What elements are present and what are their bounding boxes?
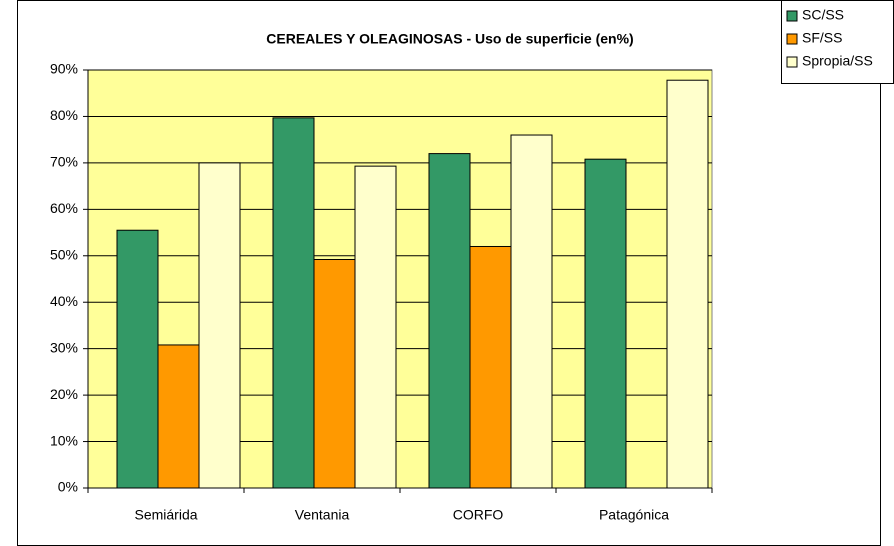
legend-label: Spropia/SS [802,53,873,69]
legend-swatch [786,10,798,22]
legend-label: SF/SS [802,30,842,46]
bar [313,258,356,489]
bar [510,134,553,489]
bar [469,245,512,489]
y-tick-label: 20% [50,386,78,402]
bar [198,162,241,489]
y-tick-label: 50% [50,246,78,262]
bar [584,158,627,489]
bar [354,165,397,489]
legend-swatch [786,56,798,68]
y-tick-label: 40% [50,293,78,309]
legend-swatch [786,33,798,45]
x-tick-label: CORFO [453,507,504,523]
bar [666,79,709,489]
bar [428,153,471,489]
bar [272,117,315,489]
x-tick-label: Ventania [295,507,350,523]
chart-title: CEREALES Y OLEAGINOSAS - Uso de superfic… [266,31,633,47]
y-tick-label: 70% [50,154,78,170]
y-tick-label: 0% [58,479,78,495]
legend-label: SC/SS [802,7,844,23]
bar [157,344,200,489]
y-tick-label: 90% [50,61,78,77]
y-tick-label: 30% [50,339,78,355]
x-tick-label: Semiárida [134,507,197,523]
y-tick-label: 10% [50,432,78,448]
x-tick-label: Patagónica [599,507,669,523]
y-tick-label: 60% [50,200,78,216]
y-tick-label: 80% [50,107,78,123]
legend-box [781,0,894,84]
bar [116,229,159,489]
